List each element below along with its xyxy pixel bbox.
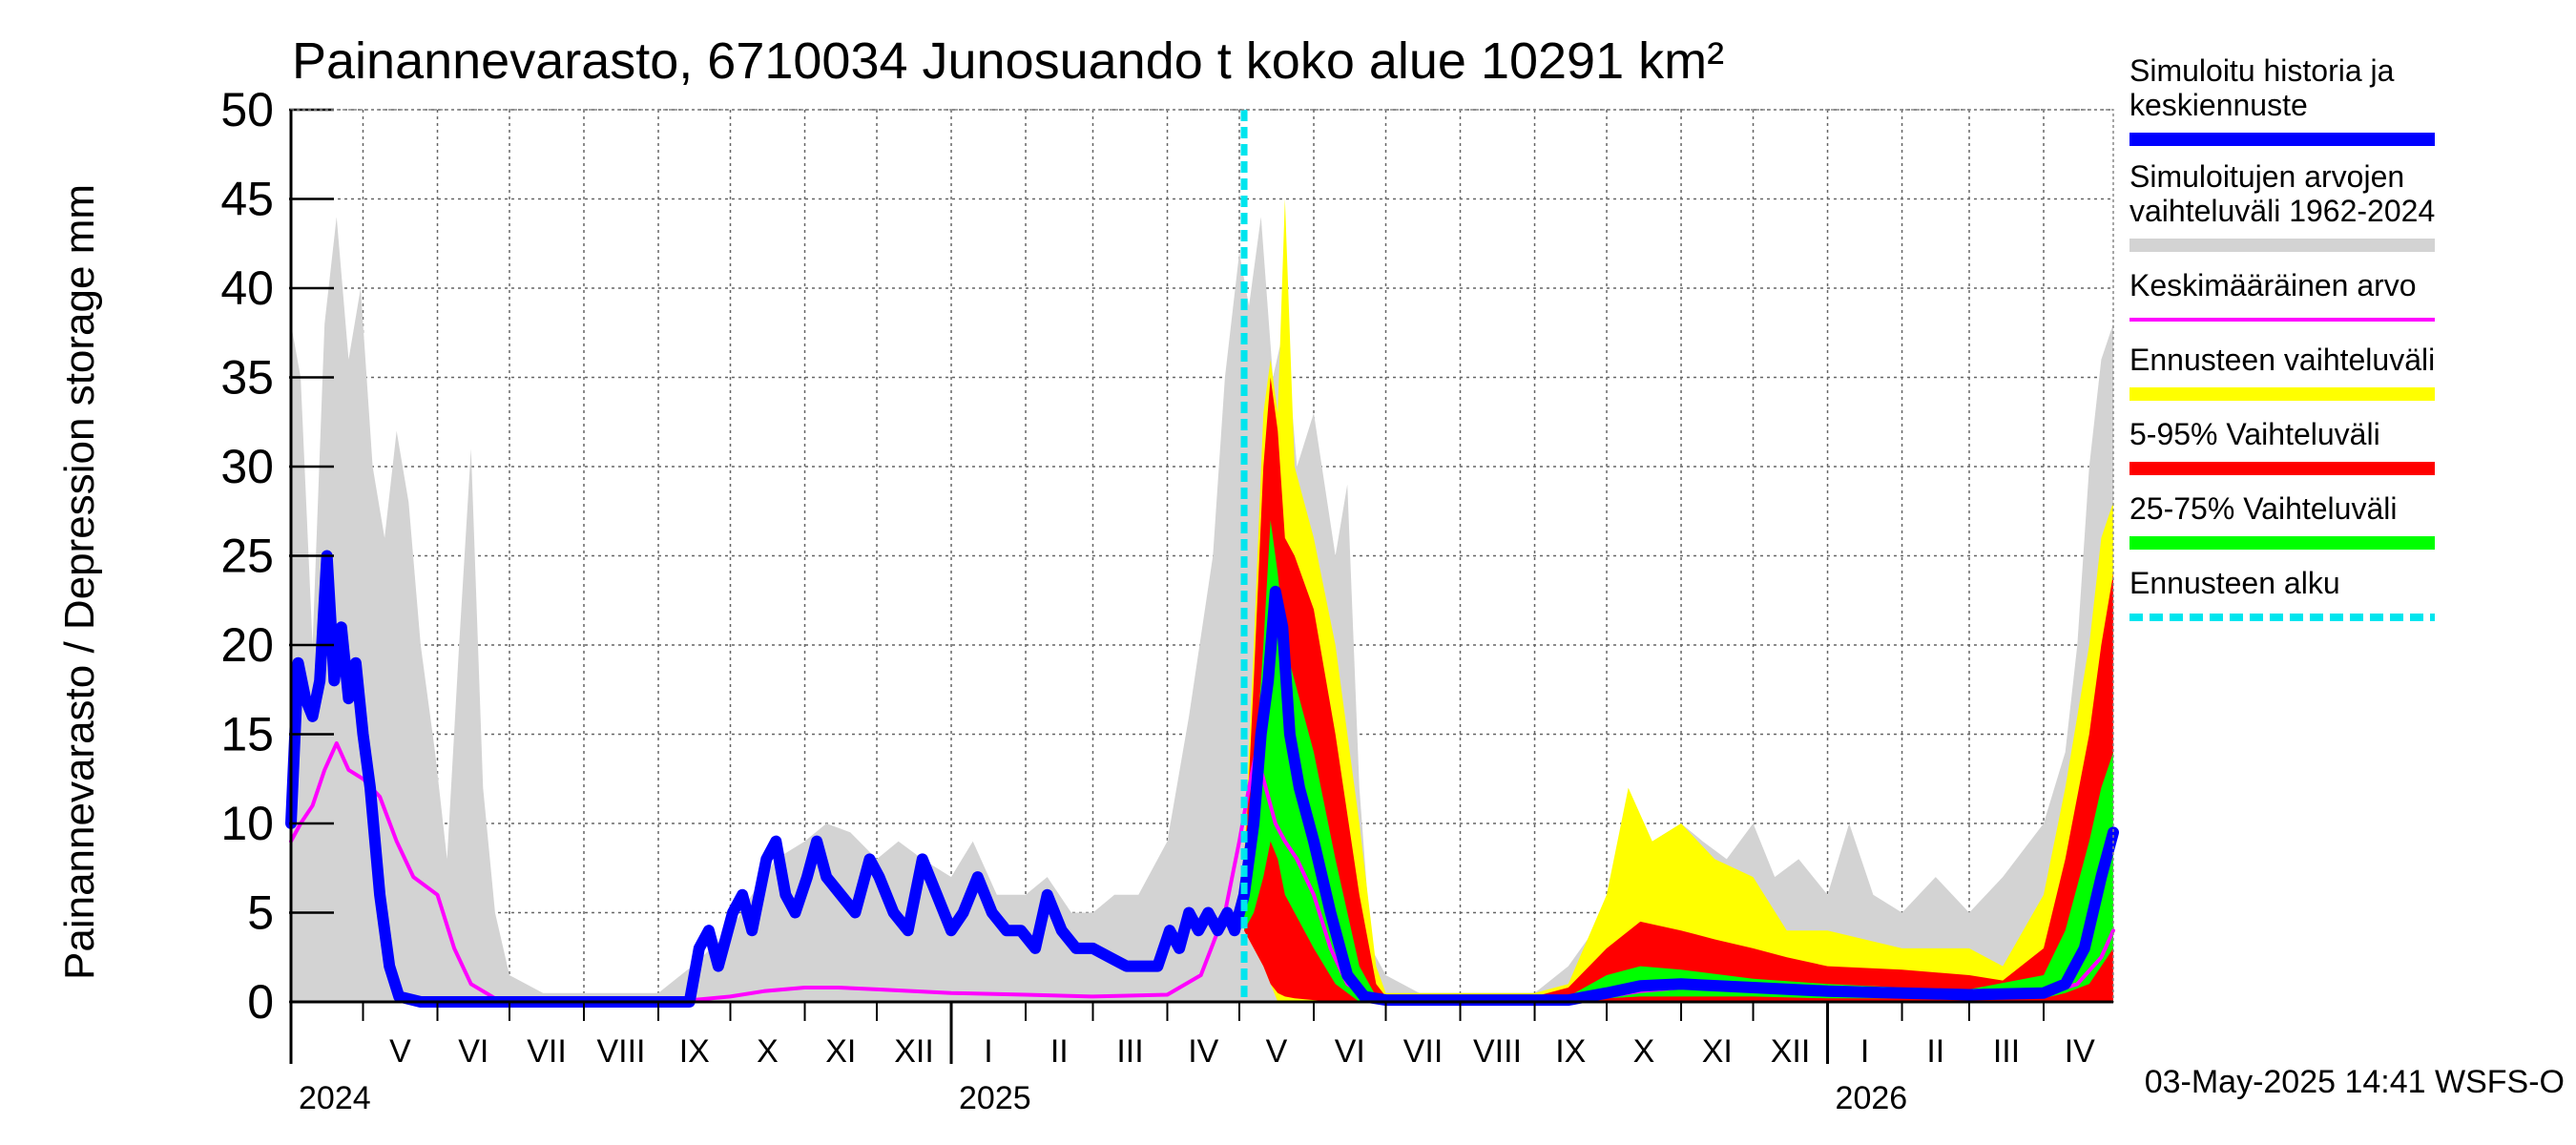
y-tick-label: 50	[220, 83, 274, 136]
month-label: X	[1633, 1033, 1655, 1070]
month-label: VII	[527, 1033, 567, 1070]
month-label: V	[389, 1033, 411, 1070]
legend-label: Ennusteen vaihteluväli	[2129, 343, 2435, 377]
month-label: I	[1860, 1033, 1869, 1070]
month-label: XI	[1702, 1033, 1733, 1070]
y-tick-label: 20	[220, 618, 274, 672]
year-label: 2025	[959, 1080, 1031, 1116]
band-series	[1244, 198, 2113, 1002]
y-tick-label: 15	[220, 708, 274, 761]
month-label: VI	[1335, 1033, 1365, 1070]
y-tick-label: 40	[220, 261, 274, 315]
month-label: IV	[1188, 1033, 1218, 1070]
month-label: X	[757, 1033, 779, 1070]
month-label: I	[984, 1033, 992, 1070]
legend-label: keskiennuste	[2129, 88, 2308, 122]
y-tick-label: 5	[247, 886, 274, 940]
legend-label: 25-75% Vaihteluväli	[2129, 491, 2397, 526]
legend-label: Ennusteen alku	[2129, 566, 2340, 600]
month-label: II	[1050, 1033, 1069, 1070]
year-label: 2024	[299, 1080, 371, 1116]
month-label: IX	[1555, 1033, 1586, 1070]
month-label: XII	[894, 1033, 934, 1070]
month-label: VIII	[596, 1033, 645, 1070]
year-label: 2026	[1836, 1080, 1908, 1116]
plot-area	[285, 110, 2119, 1008]
legend-label: Keskimääräinen arvo	[2129, 268, 2417, 302]
chart-title: Painannevarasto, 6710034 Junosuando t ko…	[292, 32, 1724, 90]
month-label: V	[1266, 1033, 1288, 1070]
legend-label: Simuloitujen arvojen	[2129, 159, 2404, 194]
timestamp-footer: 03-May-2025 14:41 WSFS-O	[2145, 1064, 2565, 1100]
month-label: IX	[679, 1033, 710, 1070]
y-tick-label: 0	[247, 975, 274, 1029]
month-label: II	[1926, 1033, 1944, 1070]
month-label: VIII	[1473, 1033, 1522, 1070]
month-label: XI	[825, 1033, 856, 1070]
y-tick-label: 25	[220, 530, 274, 583]
line-series	[285, 550, 2119, 1008]
legend-label: 5-95% Vaihteluväli	[2129, 417, 2380, 451]
month-label: XII	[1771, 1033, 1811, 1070]
y-tick-label: 10	[220, 797, 274, 850]
month-label: III	[1993, 1033, 2020, 1070]
month-label: III	[1116, 1033, 1143, 1070]
band-series	[291, 217, 2113, 1002]
legend-label: Simuloitu historia ja	[2129, 53, 2395, 88]
y-tick-label: 45	[220, 173, 274, 226]
y-tick-label: 35	[220, 351, 274, 405]
month-label: IV	[2065, 1033, 2095, 1070]
y-tick-label: 30	[220, 440, 274, 493]
month-label: VII	[1403, 1033, 1444, 1070]
legend-label: vaihteluväli 1962-2024	[2129, 194, 2435, 228]
month-label: VI	[458, 1033, 488, 1070]
y-axis-label: Painannevarasto / Depression storage mm	[56, 184, 103, 980]
